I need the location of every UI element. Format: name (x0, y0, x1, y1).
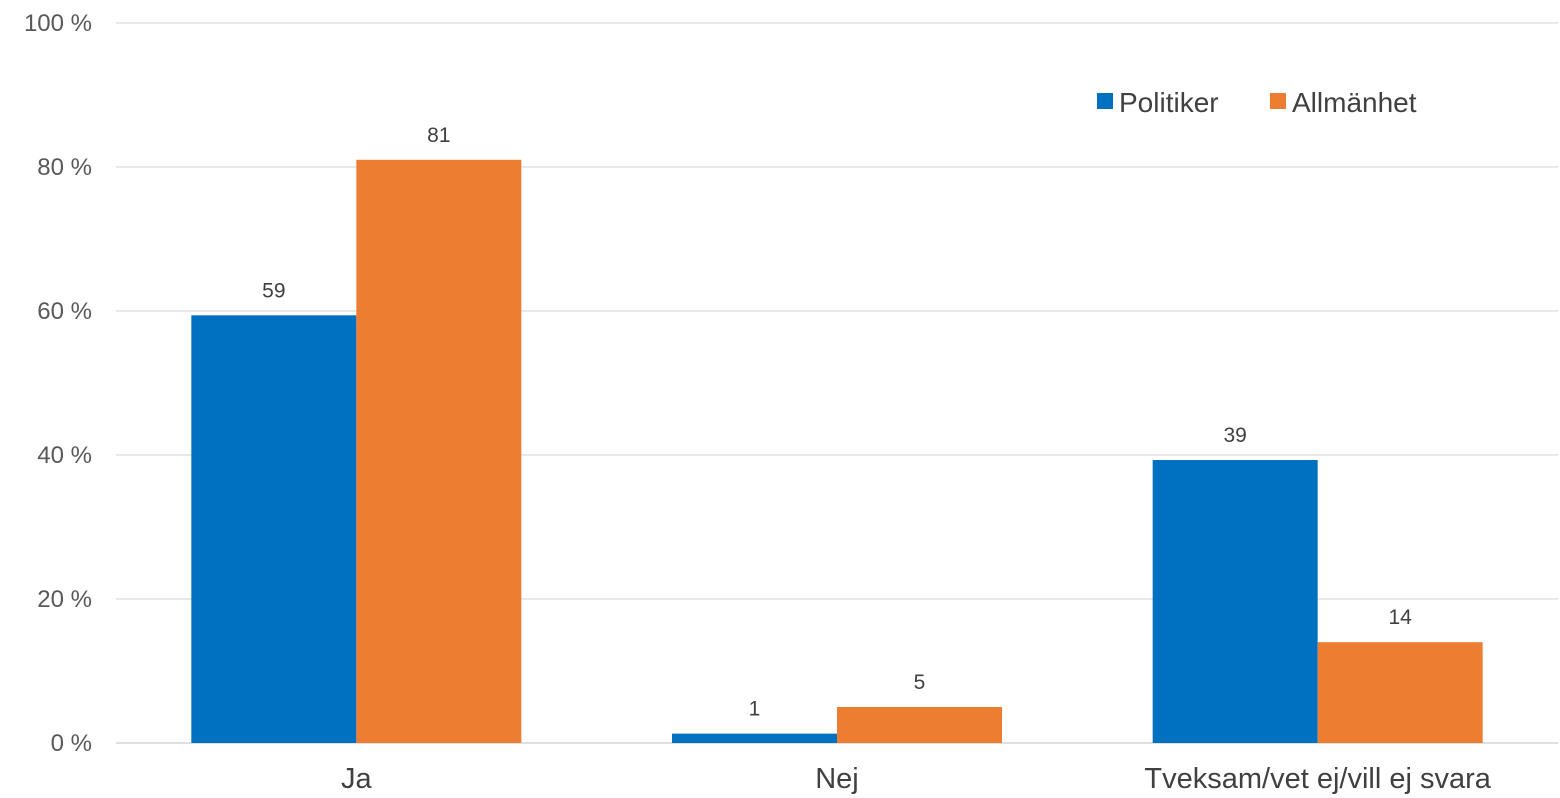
y-tick-label: 0 % (51, 730, 92, 757)
y-tick-label: 20 % (37, 586, 92, 613)
legend-swatch-politiker (1097, 93, 1113, 109)
y-axis-ticks: 0 % 20 % 40 % 60 % 80 % 100 % (24, 10, 92, 757)
y-tick-label: 40 % (37, 442, 92, 469)
y-tick-label: 80 % (37, 154, 92, 181)
data-label: 1 (749, 698, 761, 721)
bar (191, 315, 356, 743)
data-label: 39 (1223, 424, 1246, 447)
y-tick-label: 100 % (24, 10, 92, 37)
legend-label-politiker: Politiker (1119, 87, 1219, 118)
bar (1318, 642, 1483, 743)
y-tick-label: 60 % (37, 298, 92, 325)
legend: Politiker Allmänhet (1097, 87, 1417, 118)
bar (1153, 460, 1318, 743)
legend-label-allmanhet: Allmänhet (1292, 87, 1417, 118)
bar (837, 707, 1002, 743)
data-label: 14 (1388, 606, 1412, 629)
category-label: Ja (341, 763, 373, 795)
data-label: 5 (914, 671, 926, 694)
legend-swatch-allmanhet (1270, 93, 1286, 109)
category-label: Nej (815, 763, 859, 795)
data-label: 59 (262, 279, 285, 302)
bar (672, 734, 837, 743)
category-label: Tveksam/vet ej/vill ej svara (1144, 763, 1491, 795)
bars (191, 160, 1482, 743)
bar (356, 160, 521, 743)
data-label: 81 (427, 124, 450, 147)
x-axis-ticks: Ja Nej Tveksam/vet ej/vill ej svara (341, 763, 1492, 795)
